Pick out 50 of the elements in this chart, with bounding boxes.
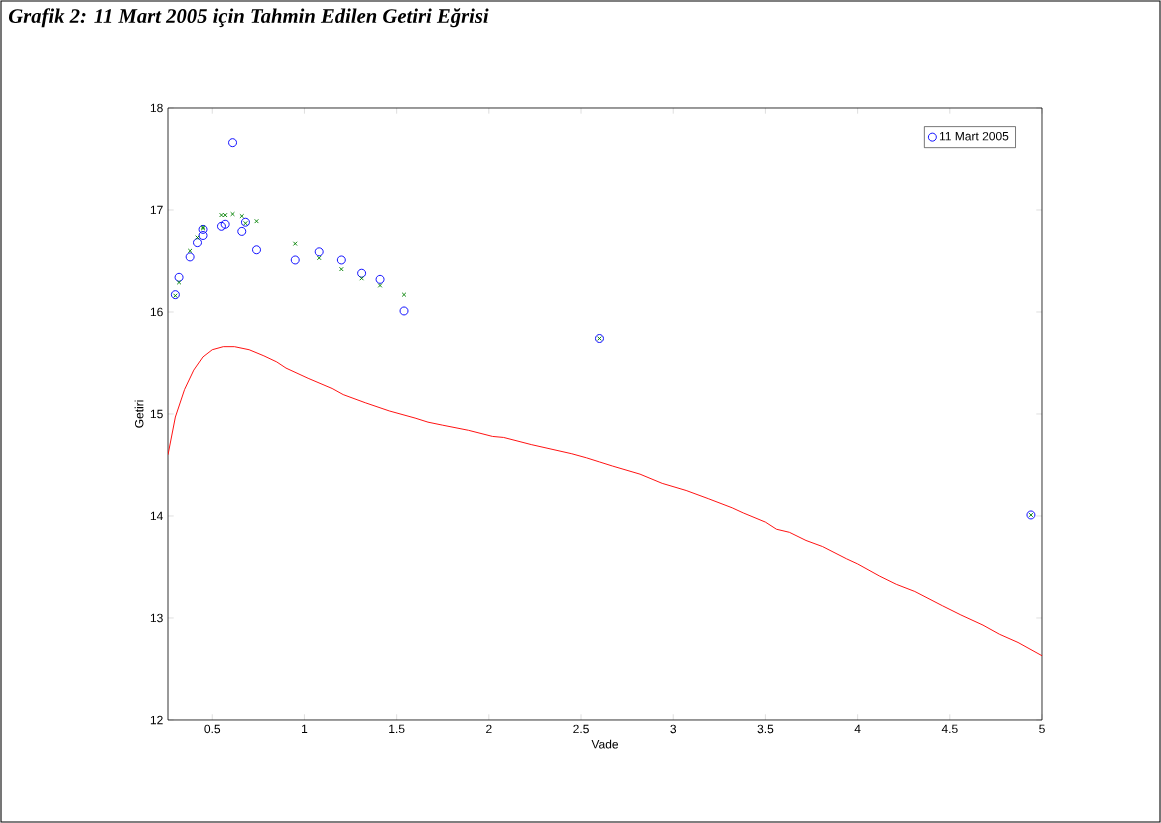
point xyxy=(254,218,259,224)
legend-label: 11 Mart 2005 xyxy=(939,131,1009,141)
y-tick-label: 15 xyxy=(150,409,163,419)
point xyxy=(314,247,324,257)
point xyxy=(336,255,346,265)
point xyxy=(357,268,367,278)
point xyxy=(401,292,407,297)
line-series xyxy=(168,346,1042,657)
point xyxy=(399,306,409,316)
chart-title: Grafik 2: 11 Mart 2005 için Tahmin Edilen Getiri Eğrisi xyxy=(8,8,489,28)
x-tick-label: 3.5 xyxy=(757,724,774,734)
x-tick-label: 0.5 xyxy=(204,724,221,734)
point xyxy=(377,283,383,288)
point xyxy=(316,255,322,261)
point xyxy=(185,252,195,262)
y-tick-label: 13 xyxy=(150,613,163,623)
y-tick-label: 18 xyxy=(150,103,163,113)
point xyxy=(292,241,298,246)
point xyxy=(228,138,238,148)
x-tick-label: 5 xyxy=(1039,724,1045,734)
x-axis-title: Vade xyxy=(591,739,619,749)
x-tick-label: 2.5 xyxy=(573,724,589,734)
x-tick-label: 4.5 xyxy=(941,724,958,734)
x-tick-label: 1 xyxy=(302,724,308,733)
x-tick-label: 1.5 xyxy=(389,724,405,734)
point xyxy=(338,266,344,272)
point xyxy=(193,238,202,248)
y-tick-label: 12 xyxy=(150,715,163,725)
x-tick-label: 4 xyxy=(854,724,861,733)
x-tick-label: 3 xyxy=(670,724,677,734)
point xyxy=(198,231,208,240)
point xyxy=(219,212,224,218)
point xyxy=(252,245,261,255)
point xyxy=(176,280,182,285)
point xyxy=(220,219,230,229)
y-axis-title: Getiri xyxy=(134,400,144,428)
point xyxy=(222,212,228,218)
y-tick-label: 16 xyxy=(150,307,163,317)
x-tick-label: 2 xyxy=(486,724,492,734)
point xyxy=(174,272,184,282)
y-tick-label: 14 xyxy=(150,511,163,521)
point xyxy=(375,274,385,284)
y-tick-label: 17 xyxy=(150,205,163,215)
point xyxy=(230,211,235,217)
point xyxy=(237,226,247,236)
point xyxy=(217,221,226,231)
point xyxy=(290,255,300,265)
point xyxy=(187,248,193,254)
point xyxy=(359,275,364,281)
point xyxy=(239,213,245,219)
